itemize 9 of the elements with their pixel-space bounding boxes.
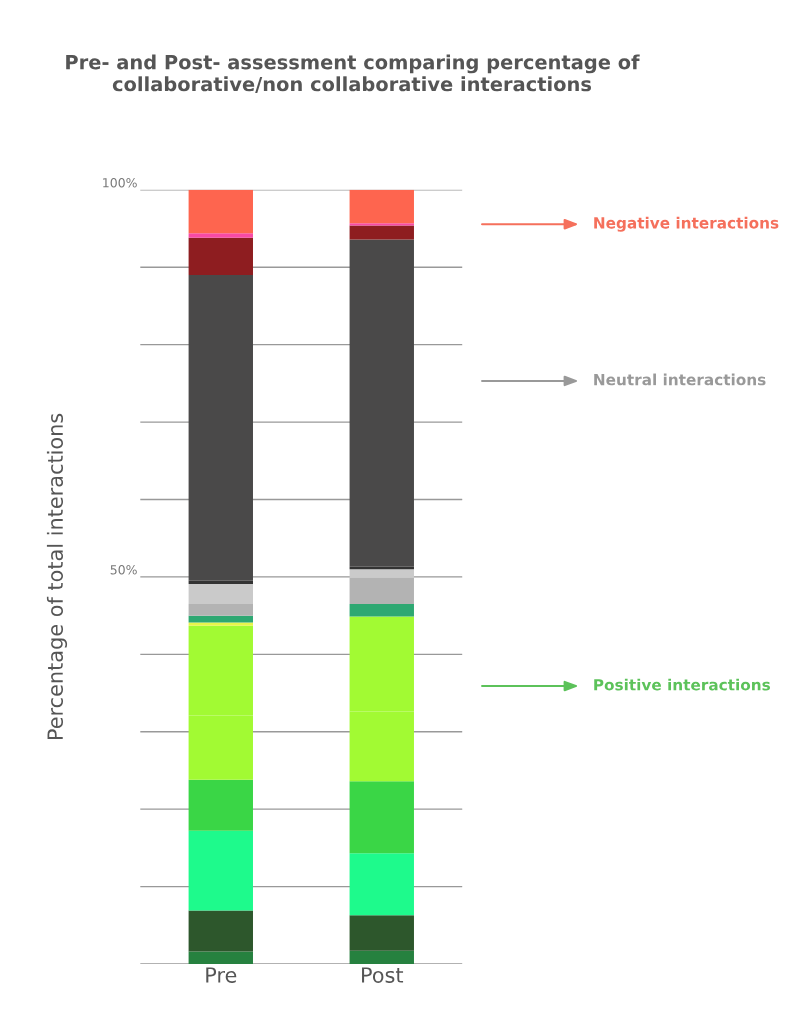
y-tick-label: 50%: [110, 565, 137, 575]
chart-title: Pre- and Post- assessment comparing percentage of collaborative/non collaborative interactions: [66, 54, 640, 93]
x-tick-label: Pre: [206, 967, 237, 983]
text: Negative interactions: [594, 216, 779, 232]
x-tick-label: Post: [362, 967, 404, 983]
y-axis-title: Percentage of total interactions: [46, 413, 68, 740]
y-tick-label: 100%: [103, 177, 137, 188]
text: Neutral interactions: [594, 373, 766, 386]
text: Positive interactions: [594, 678, 770, 691]
